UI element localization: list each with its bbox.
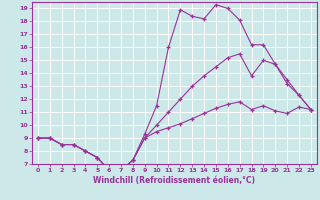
X-axis label: Windchill (Refroidissement éolien,°C): Windchill (Refroidissement éolien,°C) (93, 176, 255, 185)
